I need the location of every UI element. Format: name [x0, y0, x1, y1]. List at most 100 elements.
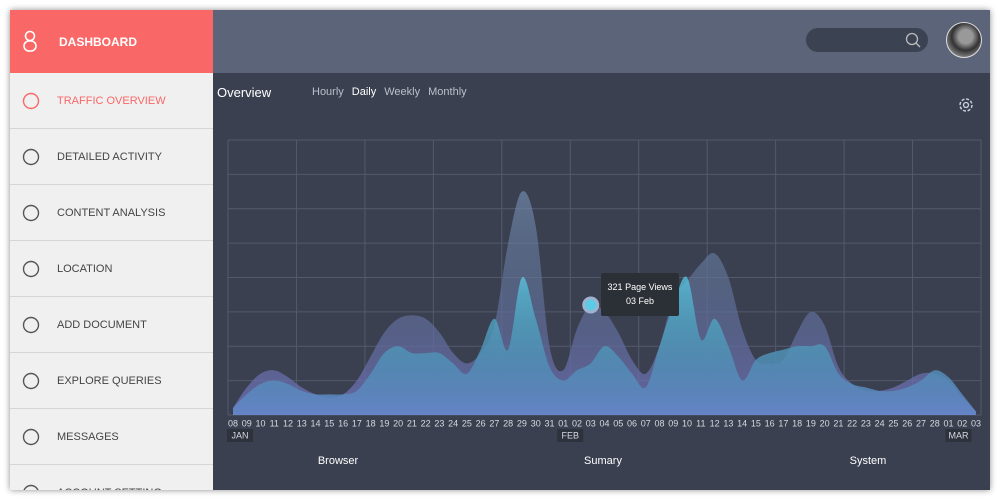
x-tick-label: 14 — [311, 418, 321, 428]
x-tick-label: 01 — [943, 418, 953, 428]
menu-icon — [22, 92, 40, 109]
tab[interactable]: Hourly — [312, 86, 344, 98]
x-tick-label: 22 — [847, 418, 857, 428]
area-shade — [233, 276, 976, 415]
x-tick-label: 06 — [627, 418, 637, 428]
x-tick-label: 27 — [489, 418, 499, 428]
menu: TRAFFIC OVERVIEW DETAILED ACTIVITY CONTENT… — [10, 73, 213, 490]
footer-tab[interactable]: System — [849, 455, 887, 467]
overview-title: Overview — [217, 85, 272, 100]
x-tick-label: 27 — [916, 418, 926, 428]
top-bar — [213, 10, 990, 73]
x-tick-label: 25 — [888, 418, 898, 428]
x-tick-label: 19 — [806, 418, 816, 428]
x-tick-label: 03 — [586, 418, 596, 428]
x-tick-label: 02 — [957, 418, 967, 428]
month-label: FEB — [561, 430, 579, 440]
x-tick-label: 16 — [338, 418, 348, 428]
x-tick-label: 11 — [270, 418, 279, 428]
hover-point — [582, 296, 600, 314]
menu-icon — [22, 148, 40, 165]
x-tick-label: 29 — [517, 418, 527, 428]
menu-label: CONTENT ANALYSIS — [57, 206, 166, 219]
x-tick-label: 14 — [737, 418, 747, 428]
search-icon — [905, 32, 921, 48]
month-label: JAN — [231, 430, 248, 440]
x-tick-label: 17 — [352, 418, 362, 428]
menu-item[interactable]: MESSAGES — [10, 409, 213, 465]
x-tick-label: 24 — [448, 418, 458, 428]
x-tick-label: 08 — [655, 418, 665, 428]
x-tick-label: 18 — [792, 418, 802, 428]
x-tick-label: 13 — [297, 418, 307, 428]
menu-item[interactable]: EXPLORE QUERIES — [10, 353, 213, 409]
footer-tab[interactable]: Sumary — [584, 455, 622, 467]
x-tick-label: 20 — [820, 418, 830, 428]
dashboard-title: DASHBOARD — [59, 34, 137, 49]
tab[interactable]: Weekly — [384, 86, 421, 98]
x-tick-label: 21 — [407, 418, 417, 428]
sidebar: DASHBOARD TRAFFIC OVERVIEW DETAILED ACTIV… — [10, 10, 213, 490]
menu-label: EXPLORE QUERIES — [57, 374, 162, 387]
tab[interactable]: Daily — [351, 86, 377, 98]
menu-label: DETAILED ACTIVITY — [57, 150, 162, 163]
x-tick-label: 09 — [668, 418, 678, 428]
menu-label: ADD DOCUMENT — [57, 318, 147, 331]
x-tick-label: 11 — [696, 418, 705, 428]
tooltip-value: 321 Page Views — [607, 282, 673, 292]
menu-icon — [22, 204, 40, 221]
x-tick-label: 04 — [599, 418, 609, 428]
month-tag — [557, 429, 584, 442]
x-tick-label: 19 — [379, 418, 389, 428]
menu-item[interactable]: ADD DOCUMENT — [10, 297, 213, 353]
app-window: DASHBOARD TRAFFIC OVERVIEW DETAILED ACTIV… — [10, 10, 990, 490]
tooltip-date: 03 Feb — [625, 296, 655, 306]
x-tick-label: 20 — [393, 418, 403, 428]
menu-icon — [22, 428, 40, 445]
tab[interactable]: Monthly — [428, 86, 467, 98]
menu-item[interactable]: LOCATION — [10, 241, 213, 297]
x-tick-label: 09 — [242, 418, 252, 428]
menu-item[interactable]: TRAFFIC OVERVIEW — [10, 73, 213, 129]
x-tick-label: 30 — [531, 418, 541, 428]
x-tick-label: 05 — [613, 418, 623, 428]
month-label: MAR — [948, 430, 969, 440]
x-tick-label: 15 — [324, 418, 334, 428]
tabs: Hourly Daily Weekly Monthly — [312, 86, 467, 98]
menu-item[interactable]: DETAILED ACTIVITY — [10, 129, 213, 185]
x-tick-label: 03 — [971, 418, 981, 428]
menu-icon — [22, 372, 40, 389]
footer-tab[interactable]: Browser — [317, 455, 359, 467]
menu-label: ACCOUNT SETTING — [57, 487, 162, 491]
x-tick-label: 25 — [462, 418, 472, 428]
x-tick-label: 31 — [544, 418, 554, 428]
x-tick-label: 18 — [366, 418, 376, 428]
x-tick-label: 26 — [476, 418, 486, 428]
search-box[interactable] — [806, 28, 928, 52]
x-tick-label: 12 — [283, 418, 293, 428]
x-tick-label: 17 — [778, 418, 788, 428]
x-tick-label: 23 — [861, 418, 871, 428]
month-tag — [945, 429, 972, 442]
menu-icon — [23, 484, 39, 490]
x-tick-label: 16 — [765, 418, 775, 428]
settings-icon[interactable] — [959, 98, 973, 112]
x-tick-label: 24 — [875, 418, 885, 428]
x-tick-label: 02 — [572, 418, 582, 428]
avatar[interactable] — [946, 22, 982, 58]
x-tick-label: 01 — [558, 418, 568, 428]
menu-item[interactable]: CONTENT ANALYSIS — [10, 185, 213, 241]
x-tick-label: 28 — [503, 418, 513, 428]
dashboard-header[interactable]: DASHBOARD — [10, 10, 213, 73]
user-icon — [23, 30, 37, 52]
tooltip: 321 Page Views 03 Feb — [601, 273, 679, 316]
x-tick-label: 23 — [434, 418, 444, 428]
x-tick-label: 08 — [228, 418, 238, 428]
x-tick-label: 22 — [421, 418, 431, 428]
menu-item[interactable]: ACCOUNT SETTING — [10, 465, 213, 490]
x-tick-label: 13 — [723, 418, 733, 428]
menu-label: MESSAGES — [57, 430, 119, 443]
menu-label: TRAFFIC OVERVIEW — [57, 94, 166, 107]
